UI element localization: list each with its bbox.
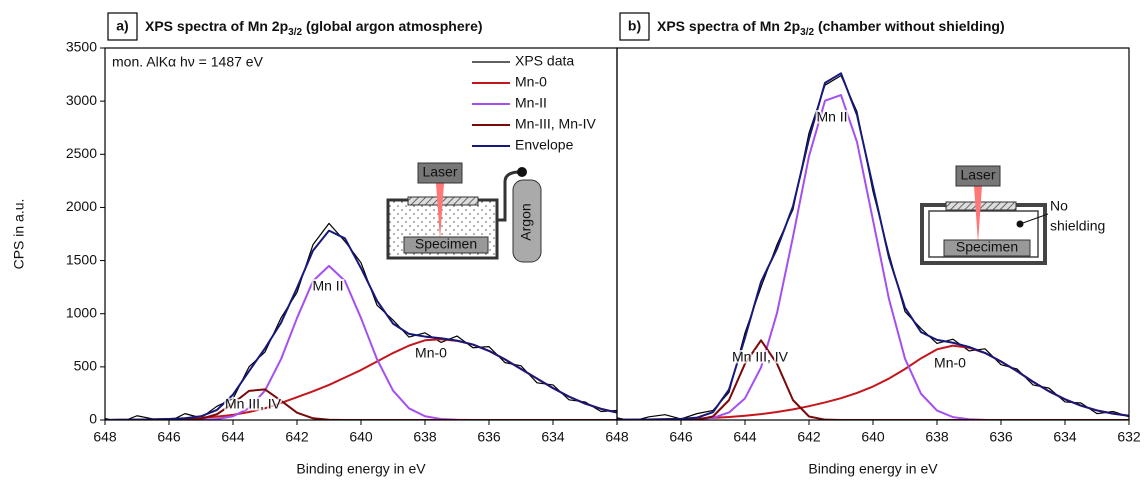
- inset-label: Specimen: [956, 239, 1018, 255]
- x-tick-label: 634: [541, 429, 565, 445]
- x-tick-label: 636: [989, 429, 1013, 445]
- series-line: [105, 229, 617, 420]
- x-tick-label: 646: [669, 429, 693, 445]
- inset-label: shielding: [1050, 218, 1105, 234]
- annotation: Mn III, IV: [225, 396, 282, 412]
- inset-label: Argon: [518, 203, 534, 240]
- title-part: (chamber without shielding): [814, 18, 1005, 34]
- specimen-box: [403, 236, 489, 254]
- y-axis-label: CPS in a.u.: [11, 199, 27, 270]
- x-tick-label: 648: [605, 429, 629, 445]
- y-tick-label: 1500: [66, 251, 97, 267]
- x-tick-label: 640: [861, 429, 885, 445]
- laser-box: [955, 165, 1001, 187]
- y-tick-label: 500: [74, 358, 98, 374]
- y-tick-label: 0: [89, 411, 97, 427]
- annotation: Mn III, IV: [732, 349, 789, 365]
- inset-window: [407, 196, 479, 206]
- series-line: [105, 222, 617, 420]
- plot-frame: [616, 47, 1130, 421]
- x-tick-label: 648: [93, 429, 117, 445]
- series-line: [617, 94, 1129, 420]
- series-line: [617, 339, 1129, 420]
- title-part: 3/2: [288, 27, 302, 38]
- series-line: [617, 72, 1129, 420]
- annotation: Mn II: [816, 109, 847, 125]
- specimen-box: [943, 239, 1031, 257]
- x-tick-label: 636: [477, 429, 501, 445]
- argon-valve: [517, 167, 527, 177]
- x-axis-label: Binding energy in eV: [296, 461, 426, 477]
- inset-label: Specimen: [415, 236, 477, 252]
- inset-label: Laser: [422, 164, 457, 180]
- series-line: [617, 75, 1129, 420]
- y-tick-label: 2500: [66, 145, 97, 161]
- inset-label: No: [1050, 198, 1068, 214]
- annotation: mon. AlKα hν = 1487 eV: [112, 54, 264, 70]
- argon-cylinder: [512, 179, 542, 263]
- laser-box: [417, 162, 463, 184]
- y-tick-label: 3000: [66, 92, 97, 108]
- panel-label-box: [107, 12, 138, 41]
- x-tick-label: 640: [349, 429, 373, 445]
- inset-label: Laser: [960, 167, 995, 183]
- pointer-line: [1019, 213, 1049, 225]
- panel-label: b): [628, 18, 641, 34]
- legend-label: Mn-II: [515, 95, 547, 111]
- series-line: [105, 264, 617, 420]
- legend-label: Mn-0: [515, 74, 547, 90]
- inset-window: [945, 201, 1017, 211]
- series-line: [617, 344, 1129, 420]
- title-part: 3/2: [800, 27, 814, 38]
- x-tick-label: 644: [733, 429, 757, 445]
- panel-label-box: [619, 12, 650, 41]
- legend-label: XPS data: [515, 53, 574, 69]
- y-tick-label: 1000: [66, 304, 97, 320]
- x-tick-label: 632: [1117, 429, 1141, 445]
- panel-label: a): [116, 18, 128, 34]
- x-axis-label: Binding energy in eV: [808, 461, 938, 477]
- annotation: Mn II: [312, 278, 343, 294]
- x-tick-label: 634: [1053, 429, 1077, 445]
- title-part: XPS spectra of Mn 2p: [145, 18, 288, 34]
- x-tick-label: 642: [797, 429, 821, 445]
- title-part: (global argon atmosphere): [302, 18, 482, 34]
- x-tick-label: 644: [221, 429, 245, 445]
- y-tick-label: 2000: [66, 198, 97, 214]
- title-part: XPS spectra of Mn 2p: [657, 18, 800, 34]
- laser-beam: [436, 183, 444, 240]
- x-tick-label: 638: [413, 429, 437, 445]
- y-tick-label: 3500: [66, 39, 97, 55]
- x-tick-label: 646: [157, 429, 181, 445]
- x-tick-label: 638: [925, 429, 949, 445]
- x-tick-label: 642: [285, 429, 309, 445]
- annotation: Mn-0: [934, 355, 966, 371]
- chart-title: XPS spectra of Mn 2p3/2 (chamber without…: [657, 18, 1005, 38]
- legend-label: Mn-III, Mn-IV: [515, 116, 597, 132]
- annotation: Mn-0: [415, 345, 447, 361]
- legend-label: Envelope: [515, 137, 574, 153]
- chart-title: XPS spectra of Mn 2p3/2 (global argon at…: [145, 18, 483, 38]
- argon-tube: [497, 170, 521, 222]
- laser-beam: [974, 186, 982, 243]
